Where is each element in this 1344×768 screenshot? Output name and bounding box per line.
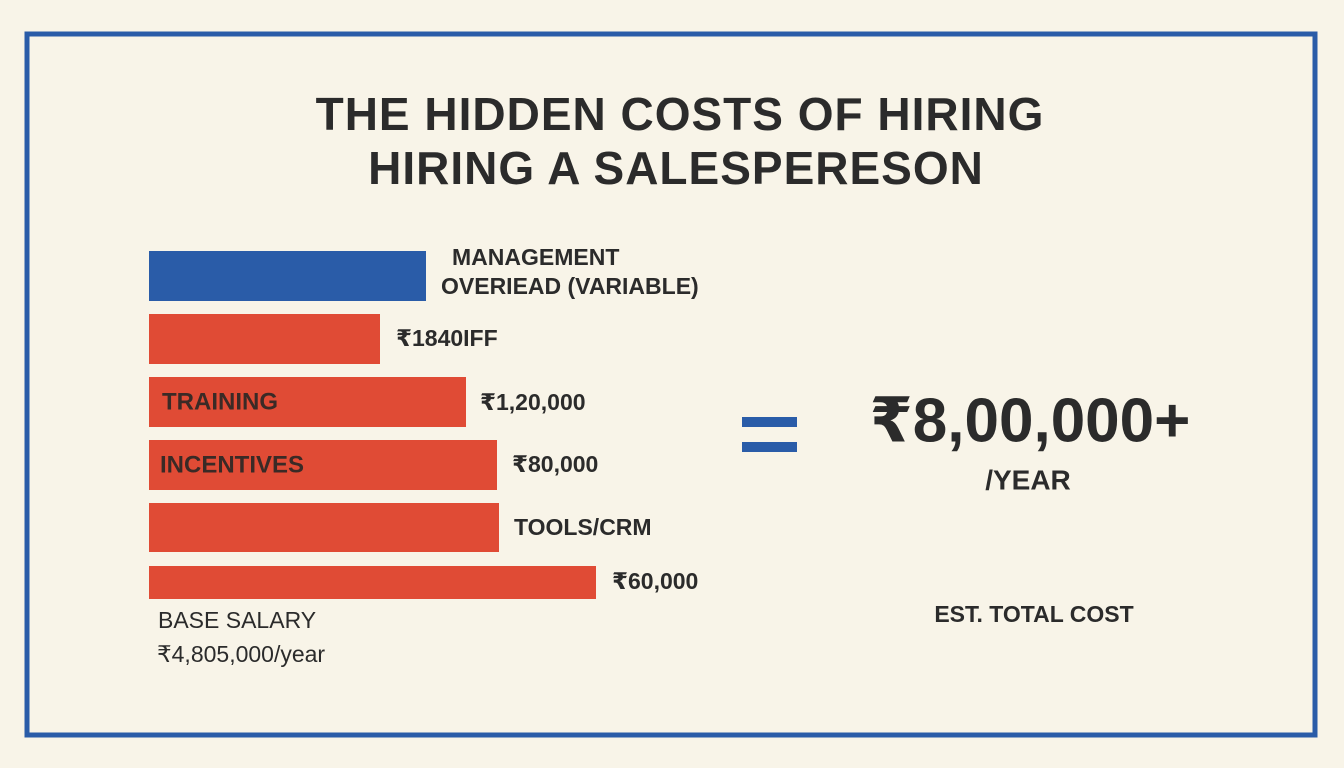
bar <box>149 314 380 364</box>
bar-inner-label: INCENTIVES <box>160 451 304 478</box>
footnote: ₹4,805,000/year <box>157 641 325 667</box>
bar <box>149 566 596 599</box>
bar-label: ₹1840IFF <box>396 325 498 351</box>
bar-label: ₹60,000 <box>612 568 698 594</box>
bar-inner-label: TRAINING <box>162 388 278 415</box>
bar <box>149 377 466 427</box>
bar-label: ₹1,20,000 <box>480 389 586 415</box>
bar-label: ₹80,000 <box>512 451 598 477</box>
bar-label: OVERIEAD (VARIABLE) <box>441 273 699 299</box>
bar <box>149 503 499 552</box>
title-line: THE HIDDEN COSTS OF HIRING <box>316 88 1045 140</box>
total-period: /YEAR <box>985 464 1071 495</box>
equals-sign <box>742 442 797 452</box>
bar-label: TOOLS/CRM <box>514 514 652 540</box>
footnote: BASE SALARY <box>158 607 316 633</box>
bar-label: MANAGEMENT <box>452 244 619 270</box>
bar <box>149 440 497 490</box>
frame <box>24 31 1318 738</box>
total-amount: ₹8,00,000+ <box>870 386 1191 455</box>
total-caption: EST. TOTAL COST <box>934 601 1133 627</box>
equals-sign <box>742 417 797 427</box>
title-line: HIRING A SALESPERESON <box>368 142 984 194</box>
bar <box>149 251 426 301</box>
